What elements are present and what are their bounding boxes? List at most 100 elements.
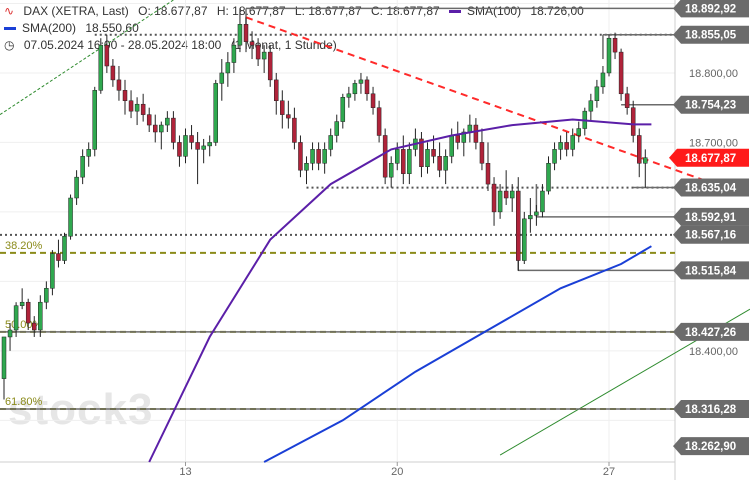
candle: [546, 163, 551, 192]
price-level-tag: [673, 261, 749, 280]
last-price-tag: [669, 148, 749, 167]
candle: [44, 288, 49, 303]
candle: [485, 163, 491, 185]
candle: [38, 301, 43, 331]
chart-type-icon[interactable]: ∿: [4, 4, 15, 18]
candle: [92, 90, 97, 150]
candle: [25, 301, 31, 324]
candle: [334, 121, 339, 136]
candle: [50, 253, 55, 289]
x-tick-label: 27: [603, 466, 615, 478]
candle: [62, 235, 67, 261]
fib-level-label: 50.00%: [5, 319, 43, 331]
candle: [219, 72, 225, 84]
candle: [207, 142, 212, 147]
high-value: H: 18.677,87: [216, 4, 286, 18]
downtrend-line: [245, 16, 716, 186]
candle: [455, 135, 460, 143]
price-level-label: 18.427,26: [685, 327, 736, 339]
candle: [98, 44, 104, 91]
candle: [140, 103, 146, 115]
candle: [183, 135, 188, 157]
candle: [552, 149, 557, 164]
candle: [261, 51, 267, 60]
price-level-label: 18.316,28: [685, 404, 737, 416]
candle: [195, 142, 200, 150]
candle: [86, 149, 91, 157]
candle: [407, 149, 412, 174]
candle: [425, 149, 430, 167]
candle: [522, 218, 527, 261]
candle: [570, 135, 575, 150]
candle: [1, 336, 7, 379]
candle: [310, 149, 315, 164]
candle: [243, 24, 249, 42]
price-level-label: 18.754,23: [685, 100, 736, 112]
chart-header-line3: ◷ 07.05.2024 16:00 - 28.05.2024 18:00 (1…: [4, 38, 343, 52]
price-level-tag: [673, 25, 749, 44]
candle: [364, 79, 370, 95]
candle: [558, 142, 563, 150]
sma200-line: [263, 245, 652, 463]
candle: [637, 135, 642, 164]
candle: [382, 135, 388, 178]
price-level-label: 18.677,87: [685, 153, 736, 165]
candle: [304, 163, 309, 171]
sma200-label: SMA(200): [22, 21, 77, 35]
candle: [74, 176, 79, 199]
close-value: C: 18.677,87: [370, 4, 440, 18]
y-tick-label: 18.800,00: [689, 68, 738, 80]
candle: [606, 37, 612, 74]
x-tick-label: 13: [179, 466, 191, 478]
candle: [534, 211, 539, 216]
price-level-label: 18.635,04: [685, 183, 737, 195]
sma100-legend[interactable]: SMA(100) 18.726,00: [449, 4, 590, 18]
candle: [437, 156, 442, 171]
candle: [171, 117, 176, 143]
candle: [201, 145, 206, 150]
candle: [467, 124, 473, 133]
clock-icon: ◷: [4, 38, 15, 52]
candle: [32, 322, 37, 331]
candle: [376, 107, 382, 136]
candle: [19, 301, 25, 306]
candle: [473, 124, 479, 143]
candle: [80, 156, 85, 178]
price-level-tag: [673, 400, 749, 419]
candle: [286, 114, 291, 119]
candle: [322, 149, 327, 164]
price-level-label: 18.567,16: [685, 230, 736, 242]
price-level-label: 18.855,05: [685, 30, 737, 42]
price-level-tag: [673, 322, 749, 341]
price-level-label: 18.892,92: [685, 3, 736, 15]
candle: [267, 51, 273, 81]
x-tick-label: 20: [391, 466, 403, 478]
candle: [624, 93, 630, 108]
candle: [13, 305, 19, 331]
symbol-label: DAX (XETRA, Last): [23, 4, 129, 18]
candle: [370, 93, 376, 108]
candle: [177, 142, 182, 157]
candle: [503, 190, 509, 199]
candle: [509, 190, 515, 199]
candle: [443, 156, 448, 171]
candle: [298, 142, 303, 171]
sma100-swatch: [449, 10, 462, 14]
candle: [449, 135, 454, 157]
candle: [588, 100, 594, 112]
price-level-tag: [673, 225, 749, 244]
candle: [213, 83, 218, 143]
date-range: 07.05.2024 16:00 - 28.05.2024 18:00: [23, 38, 222, 52]
candle: [497, 190, 503, 213]
candle: [116, 79, 122, 91]
candle: [388, 163, 394, 178]
candle: [249, 41, 255, 46]
candle: [128, 100, 134, 112]
candle: [68, 197, 73, 237]
candle: [189, 135, 194, 143]
fib-level-label: 38.20%: [5, 240, 43, 252]
sma200-swatch: [4, 27, 16, 31]
candle: [346, 93, 352, 98]
candle: [630, 107, 636, 136]
